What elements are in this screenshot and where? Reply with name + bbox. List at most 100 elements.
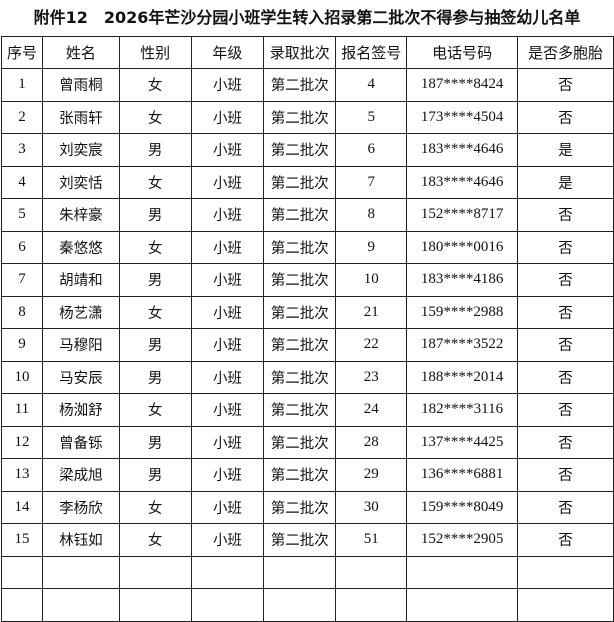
empty-cell [406, 555, 519, 589]
cell-col-phone: 183****4646 [406, 133, 519, 167]
cell-col-multiple-birth: 否 [517, 458, 614, 492]
cell-col-draw-number: 24 [335, 393, 408, 427]
cell-col-gender: 男 [118, 360, 192, 394]
header-col-multiple-birth: 是否多胞胎 [517, 36, 614, 69]
cell-col-index: 10 [1, 360, 43, 394]
cell-col-name: 刘奕宸 [41, 133, 120, 167]
empty-cell [1, 555, 43, 589]
cell-col-batch: 第二批次 [263, 328, 337, 362]
cell-col-index: 14 [1, 490, 43, 524]
cell-col-gender: 男 [118, 328, 192, 362]
cell-col-name: 秦悠悠 [41, 230, 120, 264]
table-row: 9 马穆阳男小班 第二批次 22 187****3522 否 [1, 328, 614, 362]
cell-col-multiple-birth: 否 [517, 100, 614, 134]
empty-cell [118, 555, 192, 589]
cell-col-batch: 第二批次 [263, 263, 337, 297]
cell-col-index: 9 [1, 328, 43, 362]
cell-col-grade: 小班 [190, 230, 265, 264]
cell-col-name: 胡靖和 [41, 263, 120, 297]
empty-cell [263, 555, 337, 589]
cell-col-grade: 小班 [190, 523, 265, 557]
cell-col-name: 马穆阳 [41, 328, 120, 362]
cell-col-draw-number: 5 [335, 100, 408, 134]
cell-col-draw-number: 22 [335, 328, 408, 362]
cell-col-grade: 小班 [190, 68, 265, 102]
cell-col-draw-number: 4 [335, 68, 408, 102]
cell-col-draw-number: 30 [335, 490, 408, 524]
cell-col-multiple-birth: 否 [517, 230, 614, 264]
cell-col-gender: 女 [118, 523, 192, 557]
cell-col-multiple-birth: 否 [517, 328, 614, 362]
table-row: 3 刘奕宸男小班 第二批次 6 183****4646 是 [1, 133, 614, 167]
table-row: 8 杨艺潇女小班 第二批次 21 159****2988 否 [1, 295, 614, 329]
cell-col-draw-number: 28 [335, 425, 408, 459]
cell-col-gender: 女 [118, 230, 192, 264]
cell-col-multiple-birth: 否 [517, 425, 614, 459]
cell-col-name: 曾雨桐 [41, 68, 120, 102]
header-col-batch: 录取批次 [263, 36, 337, 69]
cell-col-name: 杨洳舒 [41, 393, 120, 427]
cell-col-gender: 男 [118, 425, 192, 459]
cell-col-phone: 187****3522 [406, 328, 519, 362]
cell-col-index: 4 [1, 165, 43, 199]
cell-col-index: 11 [1, 393, 43, 427]
cell-col-phone: 137****4425 [406, 425, 519, 459]
cell-col-batch: 第二批次 [263, 490, 337, 524]
cell-col-multiple-birth: 否 [517, 523, 614, 557]
cell-col-index: 15 [1, 523, 43, 557]
cell-col-draw-number: 23 [335, 360, 408, 394]
header-col-draw-number: 报名签号 [335, 36, 408, 69]
table-row: 4 刘奕恬女小班 第二批次 7 183****4646 是 [1, 165, 614, 199]
cell-col-grade: 小班 [190, 393, 265, 427]
table-row: 6 秦悠悠女小班 第二批次 9 180****0016 否 [1, 230, 614, 264]
cell-col-gender: 女 [118, 100, 192, 134]
cell-col-batch: 第二批次 [263, 198, 337, 232]
empty-cell [118, 588, 192, 622]
cell-col-grade: 小班 [190, 425, 265, 459]
cell-col-multiple-birth: 否 [517, 295, 614, 329]
cell-col-index: 7 [1, 263, 43, 297]
cell-col-phone: 173****4504 [406, 100, 519, 134]
table-row: 5 朱梓豪男小班 第二批次 8 152****8717 否 [1, 198, 614, 232]
cell-col-grade: 小班 [190, 490, 265, 524]
cell-col-grade: 小班 [190, 263, 265, 297]
cell-col-grade: 小班 [190, 458, 265, 492]
cell-col-multiple-birth: 否 [517, 68, 614, 102]
cell-col-batch: 第二批次 [263, 100, 337, 134]
empty-cell [190, 555, 265, 589]
empty-row [1, 588, 614, 622]
empty-cell [41, 555, 120, 589]
cell-col-gender: 女 [118, 490, 192, 524]
cell-col-gender: 男 [118, 133, 192, 167]
cell-col-name: 杨艺潇 [41, 295, 120, 329]
cell-col-phone: 159****8049 [406, 490, 519, 524]
cell-col-draw-number: 9 [335, 230, 408, 264]
table-row: 15 林钰如女小班 第二批次 51 152****2905 否 [1, 523, 614, 557]
cell-col-name: 李杨欣 [41, 490, 120, 524]
cell-col-phone: 180****0016 [406, 230, 519, 264]
cell-col-name: 马安辰 [41, 360, 120, 394]
cell-col-gender: 男 [118, 458, 192, 492]
empty-cell [517, 588, 614, 622]
cell-col-name: 张雨轩 [41, 100, 120, 134]
empty-row [1, 555, 614, 589]
cell-col-index: 3 [1, 133, 43, 167]
cell-col-multiple-birth: 否 [517, 393, 614, 427]
cell-col-gender: 男 [118, 263, 192, 297]
cell-col-draw-number: 21 [335, 295, 408, 329]
empty-cell [335, 555, 408, 589]
table-row: 13 梁成旭男小班 第二批次 29 136****6881 否 [1, 458, 614, 492]
cell-col-gender: 女 [118, 295, 192, 329]
cell-col-gender: 男 [118, 198, 192, 232]
table-row: 12 曾备铄男小班 第二批次 28 137****4425 否 [1, 425, 614, 459]
roster-table: 序号 姓名 性别 年级 录取批次 报名签号 电话号码 是否多胞胎 1 曾雨桐女小班 第二批次 4 18… [1, 36, 614, 622]
cell-col-batch: 第二批次 [263, 360, 337, 394]
cell-col-index: 2 [1, 100, 43, 134]
cell-col-multiple-birth: 否 [517, 198, 614, 232]
cell-col-grade: 小班 [190, 165, 265, 199]
header-col-grade: 年级 [190, 36, 265, 69]
cell-col-grade: 小班 [190, 198, 265, 232]
cell-col-phone: 159****2988 [406, 295, 519, 329]
empty-cell [406, 588, 519, 622]
cell-col-batch: 第二批次 [263, 523, 337, 557]
